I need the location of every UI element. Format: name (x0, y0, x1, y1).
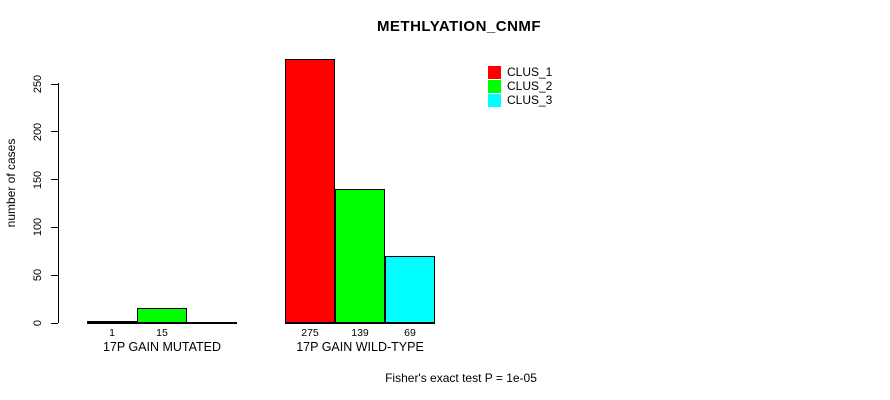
footnote-text: Fisher's exact test P = 1e-05 (385, 371, 537, 385)
legend-swatch-icon (488, 79, 501, 93)
legend-label: CLUS_3 (507, 93, 553, 107)
legend-label: CLUS_2 (507, 79, 553, 93)
legend-row-clus_2: CLUS_2 (488, 79, 552, 93)
x-axis-baseline-mutated (87, 322, 237, 324)
y-tick-label: 50 (32, 269, 44, 282)
y-tick-label: 200 (32, 122, 44, 141)
bar-clus_2 (335, 189, 385, 324)
bar-value-label: 15 (156, 327, 168, 339)
y-tick-label: 150 (32, 170, 44, 189)
y-tick-mark (51, 131, 58, 133)
bar-value-label: 139 (351, 327, 369, 339)
legend: CLUS_1 CLUS_2 CLUS_3 (488, 65, 552, 107)
bar-clus_3 (385, 256, 435, 324)
y-axis-line (58, 83, 59, 323)
y-tick-mark (51, 226, 58, 228)
bar-value-label: 69 (404, 327, 416, 339)
y-axis-label: number of cases (4, 138, 18, 228)
legend-row-clus_1: CLUS_1 (488, 65, 552, 79)
y-tick-mark (51, 322, 58, 324)
y-tick-mark (51, 179, 58, 181)
legend-label: CLUS_1 (507, 65, 553, 79)
legend-swatch-icon (488, 93, 501, 107)
group-label-mutated: 17P GAIN MUTATED (102, 340, 222, 354)
bar-value-label: 275 (301, 327, 319, 339)
legend-swatch-icon (488, 65, 501, 79)
group-label-wildtype: 17P GAIN WILD-TYPE (296, 340, 424, 354)
y-tick-label: 100 (32, 218, 44, 237)
bar-clus_1 (285, 59, 335, 324)
bar-group-mutated: 1 15 17P GAIN MUTATED (87, 0, 237, 400)
legend-row-clus_3: CLUS_3 (488, 93, 552, 107)
y-tick-mark (51, 274, 58, 276)
chart-title: METHLYATION_CNMF (376, 18, 542, 35)
bar-value-label: 1 (109, 327, 115, 339)
bar-group-wildtype: 275 139 69 17P GAIN WILD-TYPE (285, 0, 435, 400)
y-tick-label: 250 (32, 74, 44, 94)
x-axis-baseline-wildtype (285, 322, 435, 324)
y-tick-mark (51, 83, 58, 85)
y-tick-label: 0 (32, 319, 44, 327)
